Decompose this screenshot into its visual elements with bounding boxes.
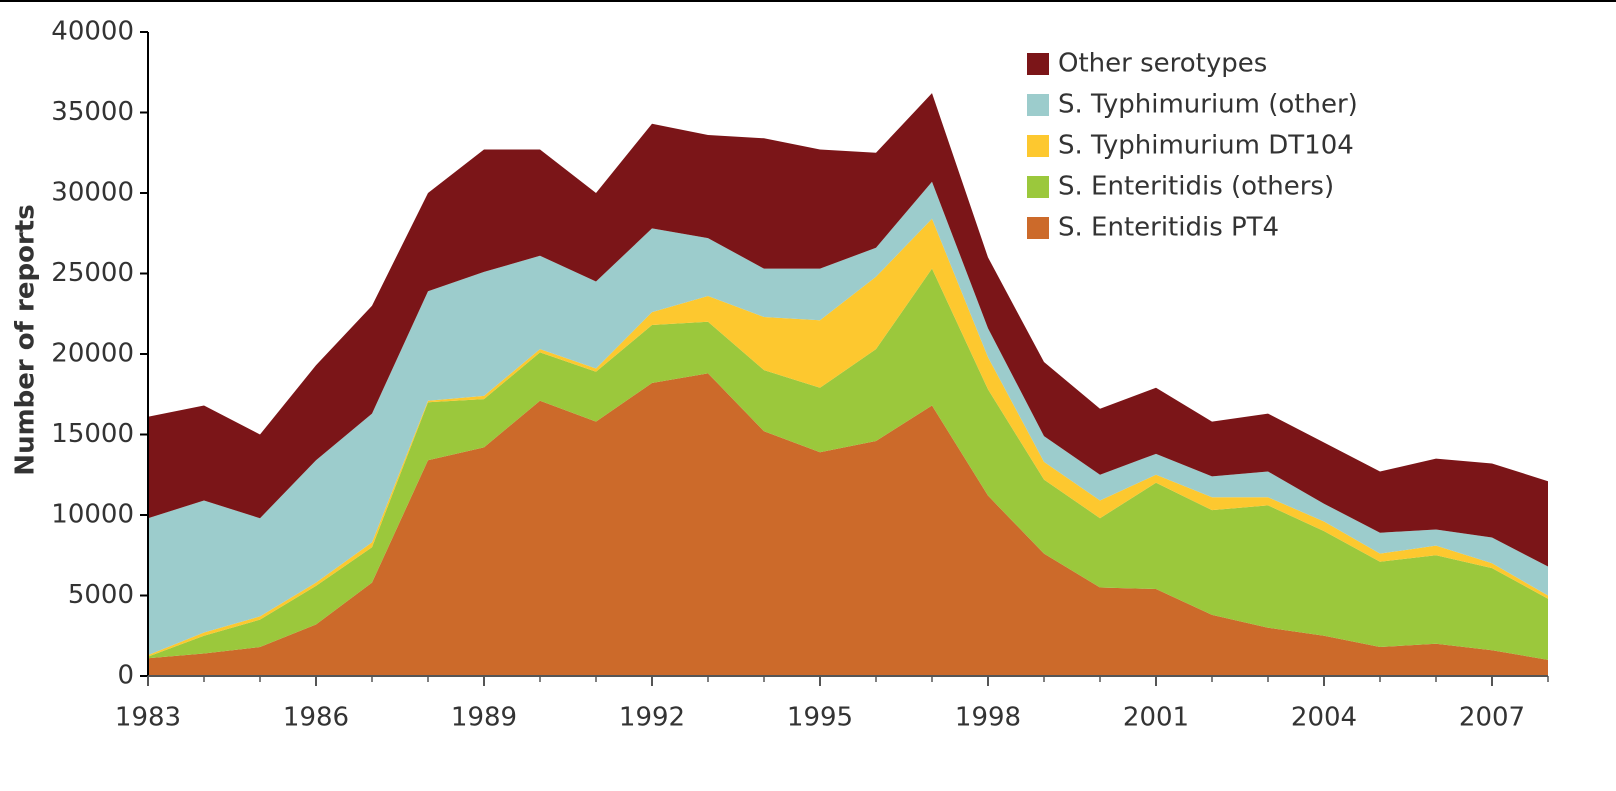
area	[148, 93, 1548, 567]
x-tick-label: 1998	[955, 703, 1021, 733]
y-tick-label: 30000	[51, 178, 134, 208]
legend-swatch	[1027, 53, 1049, 75]
y-tick-label: 0	[117, 661, 134, 691]
y-tick-label: 10000	[51, 500, 134, 530]
legend-swatch	[1027, 217, 1049, 239]
legend-label: S. Enteritidis (others)	[1058, 172, 1334, 202]
x-tick-label: 1995	[787, 703, 853, 733]
x-tick-label: 1989	[451, 703, 517, 733]
legend-label: S. Typhimurium DT104	[1058, 131, 1354, 161]
y-tick-label: 25000	[51, 258, 134, 288]
x-tick-label: 1983	[115, 703, 181, 733]
legend-label: S. Typhimurium (other)	[1058, 90, 1358, 120]
y-tick-label: 20000	[51, 339, 134, 369]
legend-label: Other serotypes	[1058, 49, 1267, 79]
y-tick-label: 15000	[51, 419, 134, 449]
area	[148, 268, 1548, 660]
x-tick-label: 2004	[1291, 703, 1357, 733]
area	[148, 218, 1548, 657]
x-tick-label: 2001	[1123, 703, 1189, 733]
y-tick-label: 40000	[51, 17, 134, 47]
x-tick-label: 2007	[1459, 703, 1525, 733]
area	[148, 181, 1548, 656]
legend-swatch	[1027, 176, 1049, 198]
y-tick-label: 35000	[51, 97, 134, 127]
y-tick-label: 5000	[68, 580, 134, 610]
x-tick-label: 1992	[619, 703, 685, 733]
x-tick-label: 1986	[283, 703, 349, 733]
legend-label: S. Enteritidis PT4	[1058, 213, 1279, 243]
area	[148, 373, 1548, 676]
y-axis-label: Number of reports	[11, 204, 41, 475]
legend-swatch	[1027, 135, 1049, 157]
legend-swatch	[1027, 94, 1049, 116]
